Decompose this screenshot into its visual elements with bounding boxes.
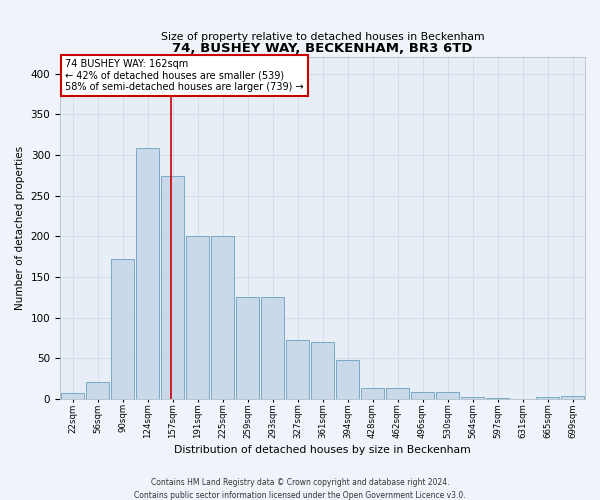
Bar	[111, 259, 134, 399]
Bar	[386, 388, 409, 399]
Text: Size of property relative to detached houses in Beckenham: Size of property relative to detached ho…	[161, 32, 484, 42]
Bar	[411, 392, 434, 399]
Bar	[486, 398, 509, 399]
Title: 74, BUSHEY WAY, BECKENHAM, BR3 6TD: 74, BUSHEY WAY, BECKENHAM, BR3 6TD	[172, 42, 473, 55]
Y-axis label: Number of detached properties: Number of detached properties	[15, 146, 25, 310]
Bar	[61, 394, 84, 399]
Bar	[86, 382, 109, 399]
Bar	[361, 388, 384, 399]
Bar	[186, 236, 209, 399]
Bar	[536, 398, 559, 399]
X-axis label: Distribution of detached houses by size in Beckenham: Distribution of detached houses by size …	[174, 445, 471, 455]
Bar	[336, 360, 359, 399]
Bar	[436, 392, 459, 399]
Bar	[461, 396, 484, 399]
Text: Contains HM Land Registry data © Crown copyright and database right 2024.
Contai: Contains HM Land Registry data © Crown c…	[134, 478, 466, 500]
Bar	[136, 148, 159, 399]
Bar	[236, 298, 259, 399]
Bar	[561, 396, 584, 399]
Text: 74 BUSHEY WAY: 162sqm
← 42% of detached houses are smaller (539)
58% of semi-det: 74 BUSHEY WAY: 162sqm ← 42% of detached …	[65, 59, 304, 92]
Bar	[261, 298, 284, 399]
Bar	[286, 340, 309, 399]
Bar	[211, 236, 234, 399]
Bar	[311, 342, 334, 399]
Bar	[161, 176, 184, 399]
